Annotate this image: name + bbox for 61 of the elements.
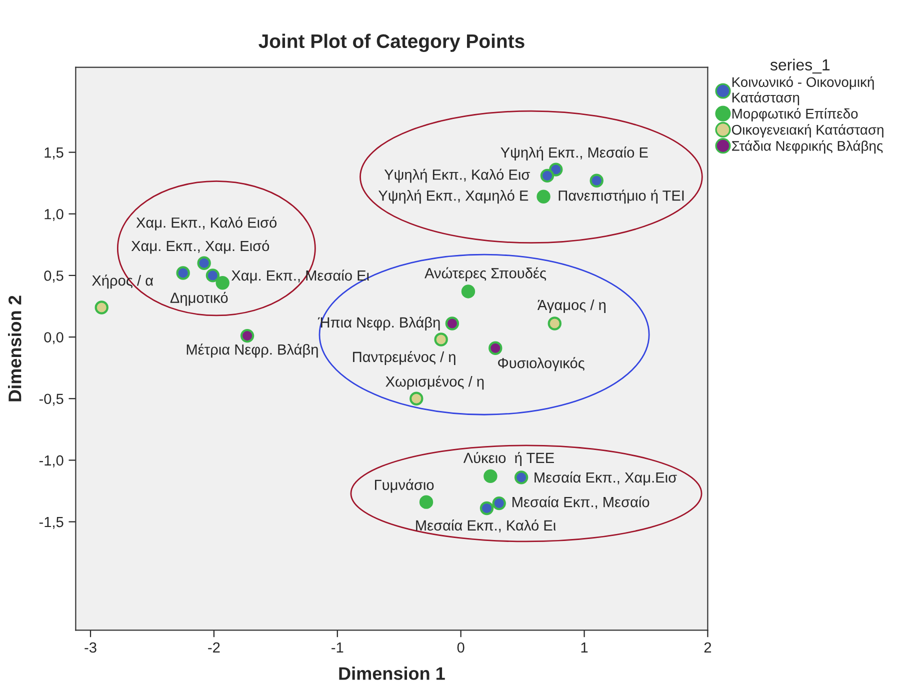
annotation: Μεσαία Εκπ., Μεσαίο bbox=[512, 496, 650, 509]
y-tick-label: -1,5 bbox=[39, 517, 64, 529]
y-tick-label: 1,5 bbox=[44, 148, 64, 160]
annotation: Μέτρια Νεφρ. Βλάβη bbox=[186, 344, 318, 358]
point bbox=[480, 501, 494, 516]
x-tick-label: 0 bbox=[457, 642, 464, 653]
y-axis-title: Dimension 2 bbox=[8, 296, 22, 402]
point bbox=[461, 284, 476, 298]
legend-label: Στάδια Νεφρικής Βλάβης bbox=[732, 140, 883, 154]
point bbox=[176, 266, 190, 280]
point bbox=[216, 276, 230, 290]
x-tick-label: -3 bbox=[84, 642, 96, 653]
annotation: Χαμ. Εκπ., Μεσαίο Ει bbox=[232, 270, 370, 284]
annotation: Φυσιολογικός bbox=[498, 357, 584, 372]
point bbox=[484, 469, 498, 484]
x-tick-label: 2 bbox=[704, 642, 712, 653]
point bbox=[419, 495, 434, 509]
x-axis-title: Dimension 1 bbox=[339, 666, 445, 680]
annotation: Άγαμος / η bbox=[537, 299, 606, 314]
annotation: Παντρεμένος / η bbox=[353, 350, 456, 365]
annotation: Λύκειο ή ΤΕΕ bbox=[463, 452, 554, 466]
legend-label: Κοινωνικό - Οικονομική Κατάσταση bbox=[732, 76, 874, 106]
x-tick-label: -1 bbox=[332, 642, 344, 653]
point bbox=[197, 256, 211, 270]
point bbox=[492, 496, 506, 510]
y-tick-label: 1,0 bbox=[44, 208, 64, 222]
annotation: Χωρισμένος / η bbox=[386, 376, 484, 390]
legend-title: series_1 bbox=[770, 58, 830, 74]
point bbox=[434, 332, 448, 346]
x-tick-label: 1 bbox=[581, 642, 588, 653]
annotation: Υψηλή Εκπ., Χαμηλό Ε bbox=[378, 190, 528, 204]
annotation: Υψηλή Εκπ., Μεσαίο Ε bbox=[500, 146, 648, 161]
point bbox=[514, 470, 528, 484]
x-tick-label: -2 bbox=[208, 642, 220, 653]
chart-title: Joint Plot of Category Points bbox=[258, 34, 524, 52]
y-tick-label: -0,5 bbox=[39, 394, 64, 406]
annotation: Μεσαία Εκπ., Χαμ.Εισ bbox=[534, 472, 677, 486]
annotation: Ανώτερες Σπουδές bbox=[424, 267, 546, 282]
annotation: Χαμ. Εκπ., Χαμ. Εισό bbox=[131, 240, 270, 254]
annotation: Χήρος / α bbox=[92, 274, 154, 289]
annotation: Υψηλή Εκπ., Καλό Εισ bbox=[384, 168, 530, 183]
point bbox=[536, 190, 550, 204]
point bbox=[94, 300, 108, 314]
annotation: Γυμνάσιο bbox=[375, 478, 434, 493]
point bbox=[240, 328, 254, 343]
point bbox=[445, 316, 460, 330]
point bbox=[206, 268, 220, 282]
y-tick-label: -1,0 bbox=[39, 455, 64, 468]
point bbox=[410, 392, 424, 406]
point bbox=[590, 174, 604, 188]
annotation: Μεσαία Εκπ., Καλό Ει bbox=[416, 519, 556, 532]
point bbox=[488, 341, 502, 355]
legend-label: Οικογενειακή Κατάσταση bbox=[732, 124, 884, 138]
y-tick-label: 0,5 bbox=[44, 270, 64, 283]
point bbox=[548, 316, 562, 330]
annotation: Πανεπιστήμιο ή ΤΕΙ bbox=[558, 190, 684, 204]
legend-label: Μορφωτικό Επίπεδο bbox=[732, 108, 858, 122]
annotation: Δημοτικό bbox=[170, 292, 228, 306]
annotation: Χαμ. Εκπ., Καλό Εισό bbox=[136, 216, 277, 230]
point bbox=[540, 168, 554, 183]
y-tick-label: 0,0 bbox=[44, 332, 64, 344]
